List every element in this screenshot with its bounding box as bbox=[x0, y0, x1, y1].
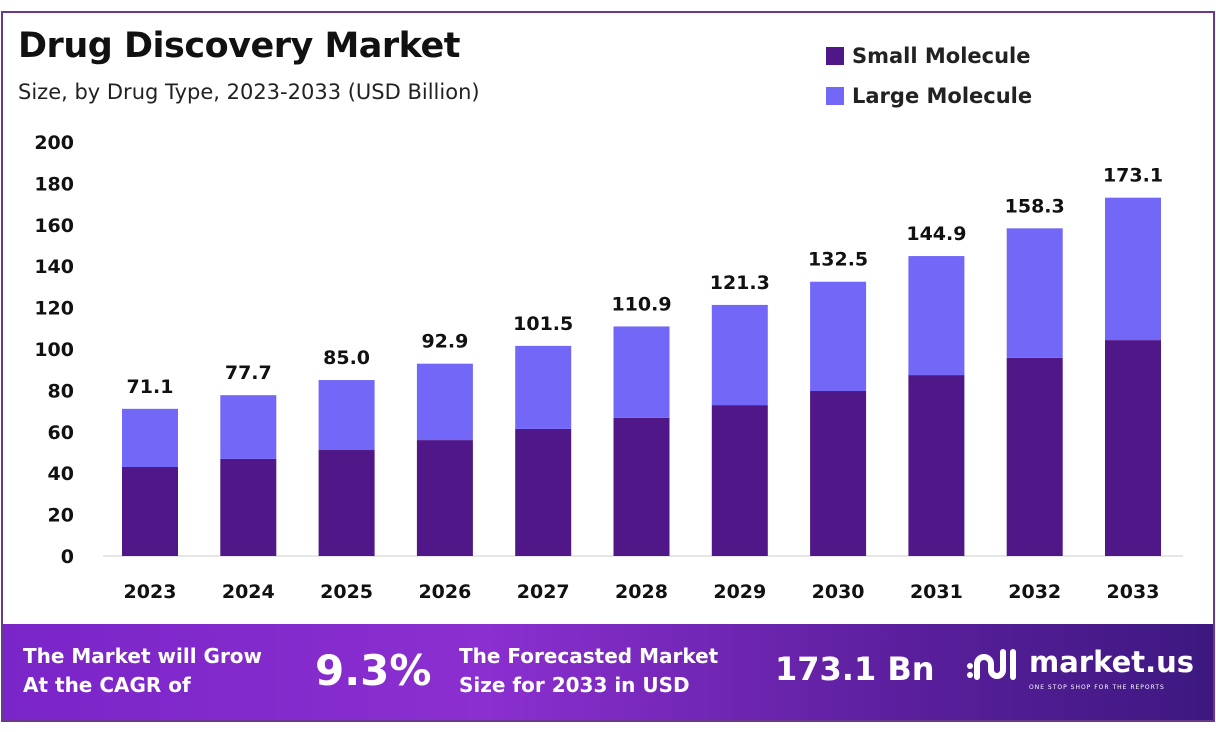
y-tick-label: 180 bbox=[34, 173, 74, 195]
y-tick-label: 40 bbox=[48, 463, 74, 485]
bar-large-molecule bbox=[318, 380, 375, 451]
legend-swatch bbox=[826, 87, 844, 105]
bar-large-molecule bbox=[711, 304, 768, 406]
bar-large-molecule bbox=[220, 395, 277, 459]
legend-item-large-molecule: Large Molecule bbox=[826, 84, 1032, 108]
y-tick-label: 100 bbox=[34, 339, 74, 361]
bar-large-molecule bbox=[908, 256, 965, 376]
chart-frame bbox=[1, 11, 1215, 722]
data-label-total: 173.1 bbox=[1103, 165, 1163, 187]
brand-tagline: ONE STOP SHOP FOR THE REPORTS bbox=[1029, 684, 1165, 691]
chart-subtitle: Size, by Drug Type, 2023-2033 (USD Billi… bbox=[18, 80, 480, 104]
bar-small-molecule bbox=[1105, 340, 1161, 556]
x-tick-label: 2033 bbox=[1107, 581, 1160, 603]
brand-logo: market.us ONE STOP SHOP FOR THE REPORTS bbox=[965, 644, 1195, 691]
bar-small-molecule bbox=[515, 428, 572, 556]
bar-large-molecule bbox=[1006, 228, 1063, 358]
bar-small-molecule bbox=[416, 440, 473, 556]
legend-swatch bbox=[826, 47, 844, 65]
y-tick-label: 160 bbox=[34, 215, 74, 237]
bar-large-molecule bbox=[810, 281, 867, 392]
x-tick-label: 2031 bbox=[910, 581, 963, 603]
x-tick-label: 2026 bbox=[418, 581, 471, 603]
bar-small-molecule bbox=[122, 466, 178, 556]
brand-name: market.us bbox=[1029, 645, 1195, 679]
data-label-total: 77.7 bbox=[225, 362, 272, 384]
y-tick-label: 200 bbox=[34, 132, 74, 154]
data-label-total: 71.1 bbox=[127, 376, 174, 398]
bar-chart: 0 20 40 60 80 100 120 140 160 180 200 71.1 2023 77.7 2… bbox=[34, 132, 1183, 603]
data-label-total: 121.3 bbox=[710, 272, 770, 294]
bar-large-molecule bbox=[122, 408, 178, 467]
y-tick-label: 0 bbox=[61, 546, 74, 568]
y-tick-label: 140 bbox=[34, 256, 74, 278]
data-label-total: 92.9 bbox=[421, 331, 468, 353]
bar-small-molecule bbox=[810, 391, 867, 556]
bar-small-molecule bbox=[1006, 357, 1063, 556]
cagr-label: The Market will Grow At the CAGR of bbox=[23, 644, 263, 697]
bar-small-molecule bbox=[613, 417, 670, 556]
forecast-label: The Forecasted Market Size for 2033 in US… bbox=[459, 644, 719, 697]
x-tick-label: 2023 bbox=[124, 581, 177, 603]
y-tick-label: 20 bbox=[48, 505, 74, 527]
data-label-total: 85.0 bbox=[323, 347, 370, 369]
data-label-total: 158.3 bbox=[1005, 195, 1065, 217]
bar-small-molecule bbox=[908, 375, 965, 556]
legend: Small Molecule Large Molecule bbox=[826, 44, 1032, 124]
market-us-logo-icon bbox=[967, 649, 1016, 680]
bar-large-molecule bbox=[515, 345, 572, 429]
forecast-value: 173.1 Bn bbox=[775, 650, 935, 688]
y-tick-label: 60 bbox=[48, 422, 74, 444]
x-tick-label: 2027 bbox=[517, 581, 570, 603]
cagr-value: 9.3% bbox=[315, 646, 432, 695]
bar-large-molecule bbox=[416, 363, 473, 441]
data-label-total: 110.9 bbox=[611, 293, 671, 315]
bar-small-molecule bbox=[711, 405, 768, 556]
bar-large-molecule bbox=[1105, 197, 1161, 341]
y-tick-label: 120 bbox=[34, 298, 74, 320]
x-tick-label: 2028 bbox=[615, 581, 668, 603]
chart-title: Drug Discovery Market bbox=[18, 26, 460, 66]
x-tick-label: 2032 bbox=[1008, 581, 1061, 603]
data-label-total: 101.5 bbox=[513, 313, 573, 335]
bar-large-molecule bbox=[613, 326, 670, 418]
bar-small-molecule bbox=[220, 458, 277, 556]
footer-banner: The Market will Grow At the CAGR of 9.3% … bbox=[3, 624, 1213, 720]
y-tick-label: 80 bbox=[48, 380, 74, 402]
x-tick-label: 2029 bbox=[713, 581, 766, 603]
data-label-total: 144.9 bbox=[906, 223, 966, 245]
x-tick-label: 2030 bbox=[812, 581, 865, 603]
legend-item-small-molecule: Small Molecule bbox=[826, 44, 1032, 68]
bar-small-molecule bbox=[318, 450, 375, 556]
x-tick-label: 2025 bbox=[320, 581, 373, 603]
data-label-total: 132.5 bbox=[808, 249, 868, 271]
x-tick-label: 2024 bbox=[222, 581, 275, 603]
